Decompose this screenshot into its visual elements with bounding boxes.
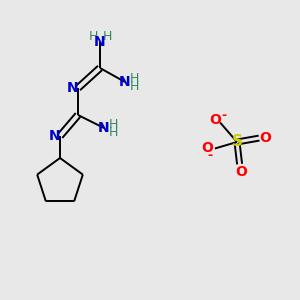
Text: H: H (108, 125, 118, 139)
Text: -: - (221, 109, 227, 122)
Text: N: N (119, 75, 131, 89)
Text: O: O (201, 142, 213, 155)
Text: O: O (209, 113, 221, 128)
Text: H: H (129, 71, 139, 85)
Text: O: O (259, 131, 271, 145)
Text: O: O (236, 165, 248, 179)
Text: H: H (88, 31, 98, 44)
Text: H: H (102, 31, 112, 44)
Text: N: N (67, 81, 79, 95)
Text: N: N (98, 121, 110, 135)
Text: S: S (232, 134, 242, 149)
Text: -: - (207, 149, 212, 162)
Text: H: H (129, 80, 139, 92)
Text: N: N (94, 35, 106, 49)
Text: H: H (108, 118, 118, 130)
Text: N: N (49, 129, 61, 143)
